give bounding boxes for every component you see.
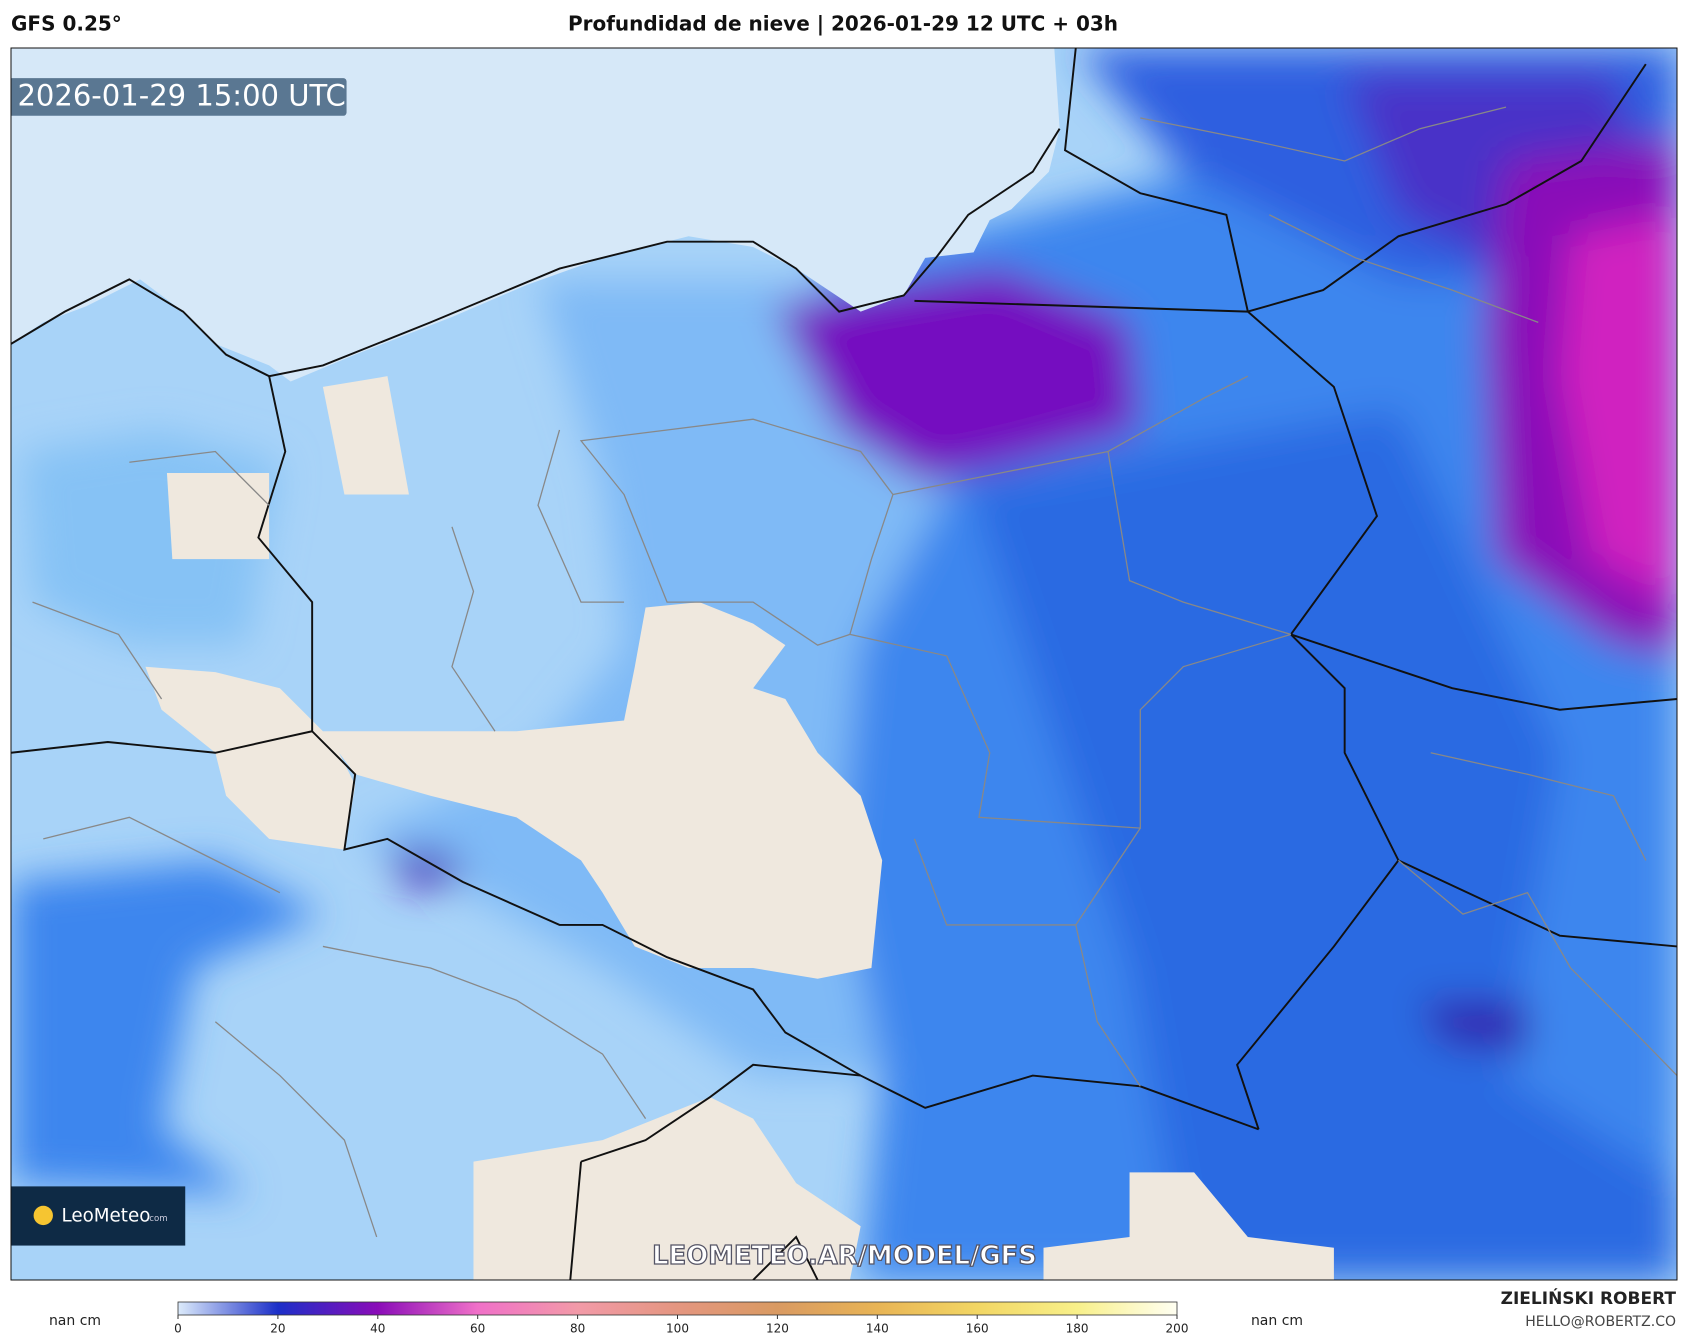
snow-field bbox=[11, 48, 1677, 1280]
author: ZIELIŃSKI ROBERT bbox=[1501, 1287, 1677, 1309]
colorbar-tick-label: 0 bbox=[174, 1322, 182, 1336]
colorbar-tick-label: 160 bbox=[966, 1322, 989, 1336]
email: HELLO@ROBERTZ.CO bbox=[1525, 1314, 1676, 1330]
timestamp-box bbox=[11, 78, 347, 116]
no-snow bbox=[145, 376, 1334, 1280]
colorbar-tick-label: 180 bbox=[1066, 1322, 1089, 1336]
logo-suffix: .com bbox=[147, 1214, 168, 1224]
regions bbox=[32, 106, 1677, 1238]
map-title: Profundidad de nieve | 2026-01-29 12 UTC… bbox=[568, 12, 1118, 36]
watermark: LEOMETEO.AR/MODEL/GFS bbox=[652, 1241, 1037, 1271]
colorbar-tick-label: 120 bbox=[766, 1322, 789, 1336]
timestamp: 2026-01-29 15:00 UTC bbox=[17, 78, 345, 112]
unit-right: nan cm bbox=[1251, 1313, 1303, 1329]
map: 2026-01-29 15:00 UTC LeoMeteo .com LEOME… bbox=[11, 48, 1677, 1280]
colorbar-tick-label: 20 bbox=[270, 1322, 285, 1336]
map-frame bbox=[10, 47, 1678, 1281]
borders bbox=[11, 48, 1677, 1280]
logo-brand: LeoMeteo bbox=[62, 1206, 151, 1227]
colorbar-tick-label: 140 bbox=[866, 1322, 889, 1336]
colorbar-tick-label: 40 bbox=[370, 1322, 385, 1336]
logo-sun bbox=[33, 1205, 53, 1226]
sea bbox=[11, 48, 1060, 382]
colorbar-tick-label: 80 bbox=[570, 1322, 585, 1336]
model-label: GFS 0.25° bbox=[11, 12, 122, 36]
colorbar-tick-label: 60 bbox=[470, 1322, 485, 1336]
colorbar-tick-label: 200 bbox=[1166, 1322, 1189, 1336]
colorbar bbox=[177, 1301, 1178, 1316]
colorbar-tick-label: 100 bbox=[666, 1322, 689, 1336]
unit-left: nan cm bbox=[49, 1313, 101, 1329]
